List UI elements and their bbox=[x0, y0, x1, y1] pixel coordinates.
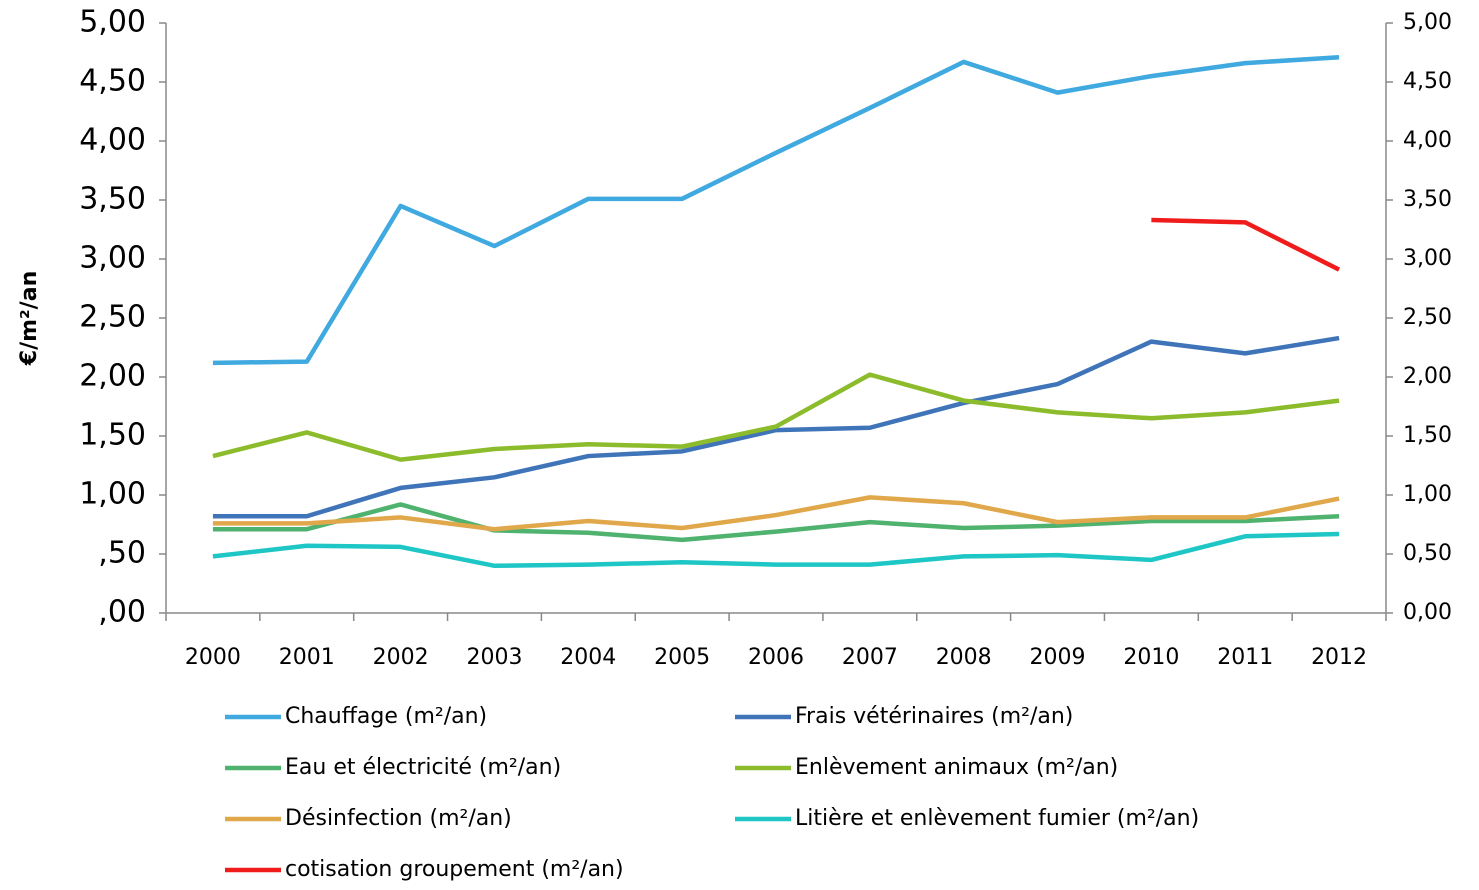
y2-tick-label: 5,00 bbox=[1403, 10, 1452, 35]
y-tick-label: 1,00 bbox=[79, 477, 146, 512]
y2-tick-label: 3,00 bbox=[1403, 246, 1452, 271]
y2-tick-label: 4,50 bbox=[1403, 69, 1452, 94]
x-tick-label: 2008 bbox=[936, 645, 992, 670]
series-line bbox=[212, 502, 1340, 543]
x-tick-label: 2010 bbox=[1123, 645, 1179, 670]
y2-tick-label: 1,00 bbox=[1403, 482, 1452, 507]
x-tick-label: 2009 bbox=[1030, 645, 1086, 670]
legend-label: Frais vétérinaires (m²/an) bbox=[795, 704, 1073, 729]
series-line bbox=[1151, 217, 1341, 272]
series-line bbox=[212, 531, 1340, 569]
x-tick-label: 2012 bbox=[1311, 645, 1367, 670]
x-tick-label: 2000 bbox=[185, 645, 241, 670]
y2-tick-label: 3,50 bbox=[1403, 187, 1452, 212]
y-tick-label: 2,50 bbox=[79, 300, 146, 335]
legend-label: Eau et électricité (m²/an) bbox=[285, 755, 561, 780]
series-line bbox=[212, 335, 1340, 519]
y-tick-label: ,00 bbox=[98, 595, 146, 630]
y-tick-label: ,50 bbox=[98, 536, 146, 571]
legend-label: Enlèvement animaux (m²/an) bbox=[795, 755, 1118, 780]
y2-tick-label: 0,50 bbox=[1403, 541, 1452, 566]
y-tick-label: 4,00 bbox=[79, 123, 146, 158]
x-tick-label: 2003 bbox=[466, 645, 522, 670]
x-tick-label: 2007 bbox=[842, 645, 898, 670]
y-tick-label: 1,50 bbox=[79, 418, 146, 453]
y2-tick-label: 4,00 bbox=[1403, 128, 1452, 153]
y-tick-label: 2,00 bbox=[79, 359, 146, 394]
series-line bbox=[212, 495, 1340, 532]
x-tick-label: 2002 bbox=[373, 645, 429, 670]
y-tick-label: 3,50 bbox=[79, 182, 146, 217]
y2-tick-label: 2,00 bbox=[1403, 364, 1452, 389]
y-tick-label: 3,00 bbox=[79, 241, 146, 276]
legend-label: Chauffage (m²/an) bbox=[285, 704, 487, 729]
series-line bbox=[212, 54, 1340, 366]
y2-tick-label: 1,50 bbox=[1403, 423, 1452, 448]
y-tick-label: 4,50 bbox=[79, 64, 146, 99]
legend-label: cotisation groupement (m²/an) bbox=[285, 857, 624, 882]
x-tick-label: 2006 bbox=[748, 645, 804, 670]
x-tick-label: 2001 bbox=[279, 645, 335, 670]
legend-label: Désinfection (m²/an) bbox=[285, 806, 512, 831]
y-axis-label: €/m²/an bbox=[17, 271, 42, 366]
x-tick-label: 2004 bbox=[560, 645, 616, 670]
y-tick-label: 5,00 bbox=[79, 5, 146, 40]
series-line bbox=[212, 372, 1340, 462]
y2-tick-label: 0,00 bbox=[1403, 600, 1452, 625]
y2-tick-label: 2,50 bbox=[1403, 305, 1452, 330]
x-tick-label: 2005 bbox=[654, 645, 710, 670]
x-tick-label: 2011 bbox=[1217, 645, 1273, 670]
legend-label: Litière et enlèvement fumier (m²/an) bbox=[795, 806, 1199, 831]
